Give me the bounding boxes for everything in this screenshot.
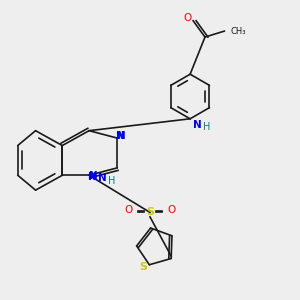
Text: H: H [203,122,210,132]
Text: H: H [108,176,116,186]
Text: O: O [184,13,192,23]
Text: N: N [116,131,125,141]
Text: S: S [147,207,154,218]
Text: N: N [98,173,107,183]
Text: O: O [168,205,176,215]
Text: CH₃: CH₃ [230,27,246,36]
Text: N: N [89,172,98,182]
Text: N: N [193,120,202,130]
Text: N: N [88,172,97,182]
Text: O: O [124,205,132,215]
Text: S: S [140,262,147,272]
Text: N: N [117,131,126,141]
